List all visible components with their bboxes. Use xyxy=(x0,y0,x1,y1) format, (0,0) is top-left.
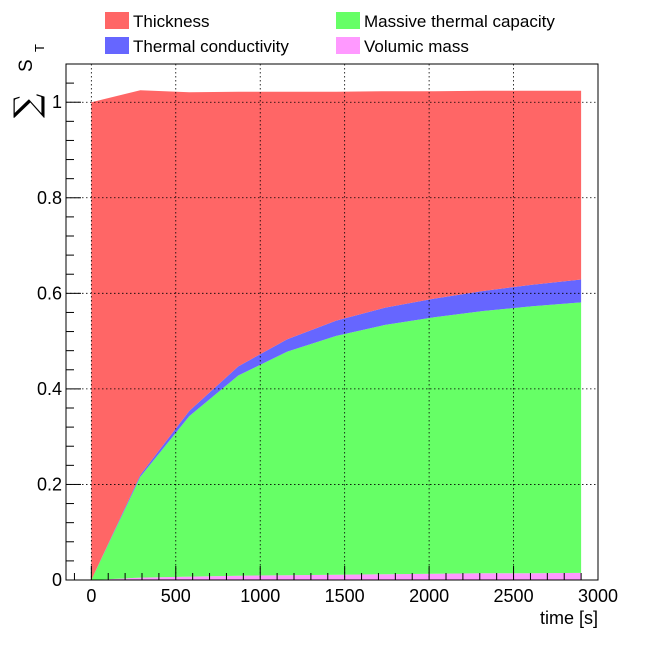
tick-layer xyxy=(66,63,599,581)
legend-item: Massive thermal capacity xyxy=(336,12,555,31)
x-tick-label: 2000 xyxy=(409,586,449,606)
legend-swatch xyxy=(105,37,129,54)
legend-item: Volumic mass xyxy=(336,37,469,56)
legend-label: Thermal conductivity xyxy=(133,37,289,56)
legend-item: Thermal conductivity xyxy=(105,37,289,56)
legend-label: Volumic mass xyxy=(364,37,469,56)
y-axis-title: ∑ S T xyxy=(7,44,47,118)
legend-swatch xyxy=(336,37,360,54)
tick-label-layer: 0 500 1000 1500 2000 2500 3000 0 0.2 0.4 0.6 0.8 1 xyxy=(37,92,618,606)
y-axis-title-subscript: T xyxy=(32,44,47,52)
y-tick-label: 0.4 xyxy=(37,379,62,399)
y-tick-label: 0.2 xyxy=(37,474,62,494)
x-tick-label: 500 xyxy=(161,586,191,606)
x-axis-title: time [s] xyxy=(540,608,598,628)
y-tick-label: 0.6 xyxy=(37,283,62,303)
x-tick-label: 0 xyxy=(86,586,96,606)
y-tick-label: 1 xyxy=(52,92,62,112)
y-axis-title-sum-symbol: ∑ xyxy=(7,94,47,118)
x-tick-label: 2500 xyxy=(494,586,534,606)
legend-swatch xyxy=(336,12,360,29)
area-thickness xyxy=(91,90,582,580)
area-massive-thermal-capacity xyxy=(91,302,582,580)
y-tick-label: 0 xyxy=(52,570,62,590)
legend-label: Thickness xyxy=(133,12,210,31)
x-tick-label: 1500 xyxy=(325,586,365,606)
plot-frame xyxy=(65,63,599,581)
x-tick-label: 1000 xyxy=(240,586,280,606)
y-axis-title-main: S xyxy=(16,59,37,72)
legend: Thickness Massive thermal capacity Thermal… xyxy=(105,12,555,56)
legend-item: Thickness xyxy=(105,12,210,31)
legend-label: Massive thermal capacity xyxy=(364,12,555,31)
y-tick-label: 0.8 xyxy=(37,188,62,208)
legend-swatch xyxy=(105,12,129,29)
area-layer xyxy=(91,90,582,580)
area-volumic-mass xyxy=(91,572,582,580)
x-tick-label: 3000 xyxy=(578,586,618,606)
